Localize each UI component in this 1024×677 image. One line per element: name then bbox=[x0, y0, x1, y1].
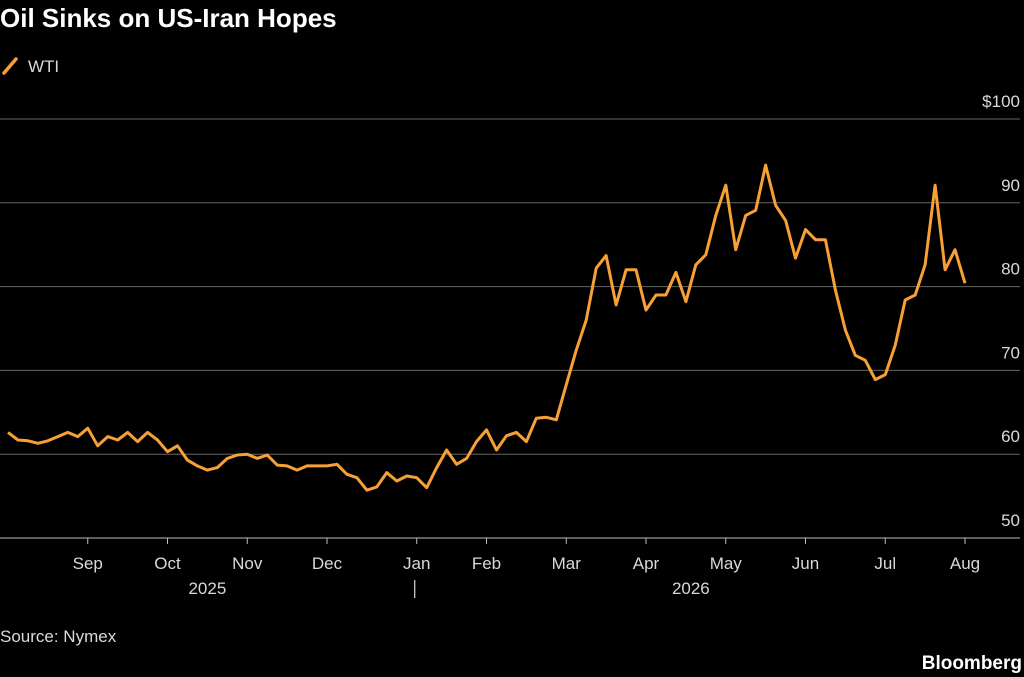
x-tick-label: Feb bbox=[472, 554, 501, 573]
legend-label: WTI bbox=[28, 57, 59, 76]
source: Source: Nymex bbox=[0, 627, 117, 646]
y-tick-label: 70 bbox=[1001, 343, 1020, 362]
x-tick-label: Jun bbox=[792, 554, 819, 573]
y-tick-label: 80 bbox=[1001, 260, 1020, 279]
x-tick-label: Sep bbox=[73, 554, 103, 573]
chart-title: Oil Sinks on US-Iran Hopes bbox=[0, 3, 337, 33]
x-tick-label: Jul bbox=[874, 554, 896, 573]
x-tick-label: Jan bbox=[403, 554, 430, 573]
x-tick-label: Nov bbox=[232, 554, 263, 573]
y-tick-label: $100 bbox=[982, 92, 1020, 111]
legend-swatch bbox=[2, 57, 18, 75]
x-tick-label: Mar bbox=[552, 554, 582, 573]
x-tick-label: Dec bbox=[312, 554, 343, 573]
year-label: 2025 bbox=[188, 579, 226, 598]
x-tick-label: Apr bbox=[633, 554, 660, 573]
y-tick-label: 90 bbox=[1001, 176, 1020, 195]
x-tick-label: May bbox=[710, 554, 743, 573]
x-tick-label: Oct bbox=[154, 554, 181, 573]
year-label: 2026 bbox=[672, 579, 710, 598]
brand: Bloomberg bbox=[922, 653, 1022, 674]
y-tick-label: 60 bbox=[1001, 427, 1020, 446]
x-tick-label: Aug bbox=[950, 554, 980, 573]
line bbox=[7, 163, 967, 492]
y-tick-label: 50 bbox=[1001, 511, 1020, 530]
